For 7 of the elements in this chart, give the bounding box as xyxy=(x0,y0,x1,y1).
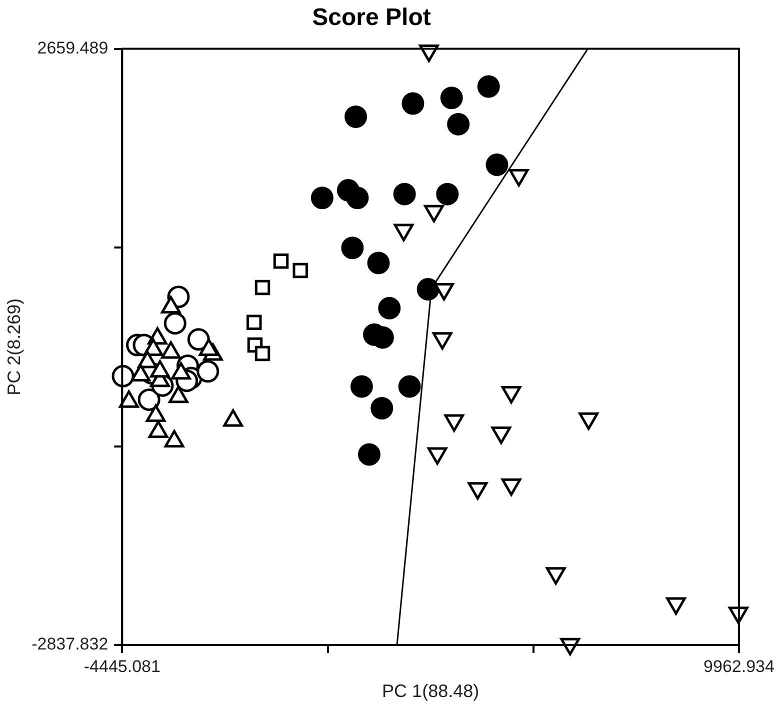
y-tick-label: 2659.489 xyxy=(37,38,108,58)
y-tick-label: -2837.832 xyxy=(32,634,108,654)
chart-title: Score Plot xyxy=(312,4,431,32)
x-tick-label: 9962.934 xyxy=(704,656,774,676)
x-axis-title: PC 1(88.48) xyxy=(382,681,480,702)
x-tick-label: -4445.081 xyxy=(84,656,160,676)
y-axis-title: PC 2(8.269) xyxy=(4,298,24,396)
